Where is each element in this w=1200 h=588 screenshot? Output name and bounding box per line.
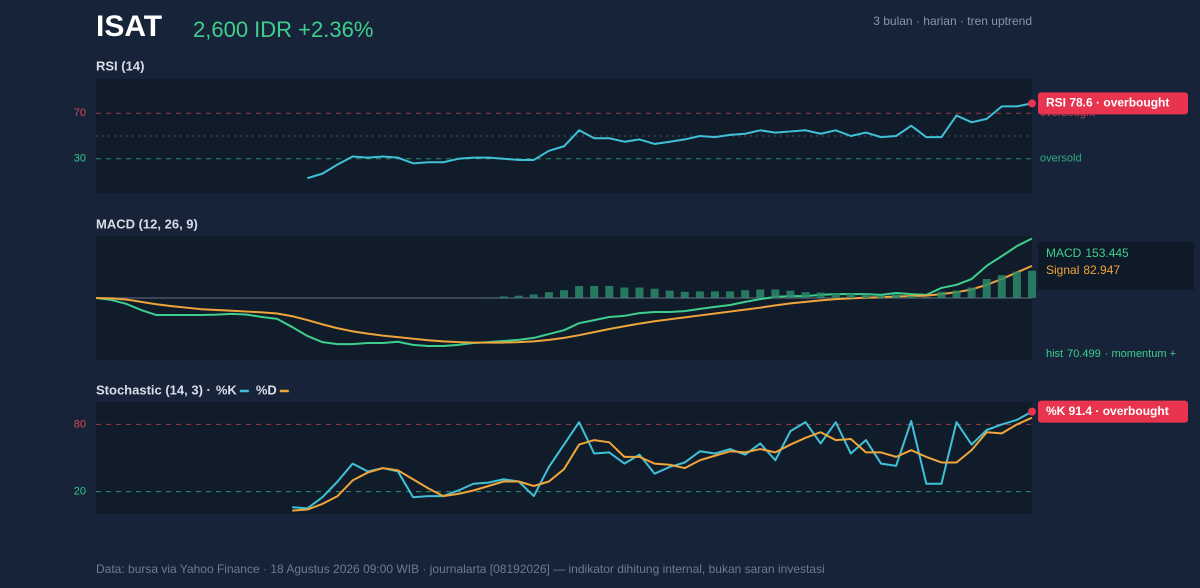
histogram-bar: [726, 291, 735, 298]
series-line: [292, 416, 1033, 512]
histogram-bar: [560, 290, 568, 298]
histogram-bar: [620, 287, 629, 298]
histogram-bar: [544, 292, 553, 298]
last-point: [1028, 99, 1036, 108]
histogram-bar: [635, 287, 644, 298]
legend-value: 82.947: [1083, 263, 1120, 277]
histogram-bar: [952, 290, 961, 298]
panel: [96, 402, 1032, 514]
histogram-bar: [892, 294, 901, 298]
legend-entry: Signal 82.947: [1046, 263, 1120, 277]
legend-name: Signal: [1046, 263, 1079, 277]
histogram-bar: [514, 295, 523, 298]
legend-entry: MACD 153.445: [1046, 246, 1129, 260]
legend-box: [1038, 242, 1194, 290]
histogram-bar: [695, 291, 704, 298]
legend-entry: hist 70.499 · momentum +: [1046, 348, 1176, 360]
histogram-bar: [1012, 271, 1021, 298]
histogram-bar: [650, 288, 659, 298]
badge-text: %K 91.4 · overbought: [1046, 404, 1169, 418]
badge: [1038, 92, 1188, 115]
histogram-bar: [861, 294, 870, 298]
series-line: [307, 102, 1033, 180]
histogram-bar: [982, 279, 991, 298]
histogram-bar: [529, 294, 538, 298]
histogram-bar: [756, 289, 765, 298]
y-tick-label: 70: [74, 107, 86, 119]
histogram-bar: [831, 292, 840, 298]
legend-value: 70.499: [1067, 348, 1101, 360]
histogram-bar: [786, 290, 795, 298]
last-point: [1028, 407, 1036, 416]
footer: Data: bursa via Yahoo Finance · 18 Agust…: [96, 562, 825, 576]
histogram-bar: [680, 291, 689, 298]
legend-entry: %D: [256, 382, 277, 397]
histogram-bar: [710, 291, 719, 298]
histogram-bar: [846, 293, 855, 298]
y-tick-label: 30: [74, 153, 86, 165]
legend-entry: %K: [216, 382, 238, 397]
badge: [1038, 400, 1188, 423]
histogram-bar: [801, 292, 810, 298]
quote: 2,600 IDR +2.36%: [193, 17, 373, 42]
y-tick-label: 80: [74, 418, 86, 430]
legend-name: hist: [1046, 348, 1063, 360]
legend-name: MACD: [1046, 246, 1082, 260]
histogram-bar: [575, 285, 584, 298]
panel-title: RSI (14): [96, 58, 144, 73]
histogram-bar: [997, 275, 1006, 298]
histogram-bar: [922, 297, 931, 298]
reference-label: oversold: [1040, 153, 1082, 165]
meta: 3 bulan · harian · tren uptrend: [873, 14, 1032, 28]
series-line: [292, 410, 1033, 510]
histogram-bar: [499, 296, 508, 298]
histogram-bar: [605, 285, 614, 298]
badge-text: RSI 78.6 · overbought: [1046, 96, 1169, 110]
histogram-bar: [741, 290, 750, 298]
panel-title: Stochastic (14, 3) ·: [96, 382, 211, 397]
histogram-bar: [665, 290, 674, 298]
series-line: [95, 237, 1033, 348]
ticker: ISAT: [96, 10, 162, 43]
histogram-bar: [771, 289, 780, 298]
histogram-bar: [816, 292, 825, 298]
panel-title: MACD (12, 26, 9): [96, 216, 198, 231]
histogram-bar: [1028, 270, 1036, 298]
histogram-bar: [937, 291, 946, 298]
histogram-bar: [907, 296, 916, 298]
y-tick-label: 20: [74, 486, 86, 498]
histogram-bar: [967, 287, 976, 298]
series-line: [95, 264, 1033, 344]
legend-value: 153.445: [1085, 246, 1129, 260]
histogram-bar: [877, 295, 886, 298]
legend-note: · momentum +: [1105, 348, 1176, 360]
histogram-bar: [590, 285, 599, 298]
